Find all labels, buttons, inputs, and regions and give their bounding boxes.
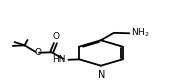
Text: NH$_2$: NH$_2$ [131,27,150,39]
Text: O: O [52,32,59,41]
Text: O: O [34,48,41,57]
Text: HN: HN [52,55,65,64]
Text: N: N [98,70,105,80]
